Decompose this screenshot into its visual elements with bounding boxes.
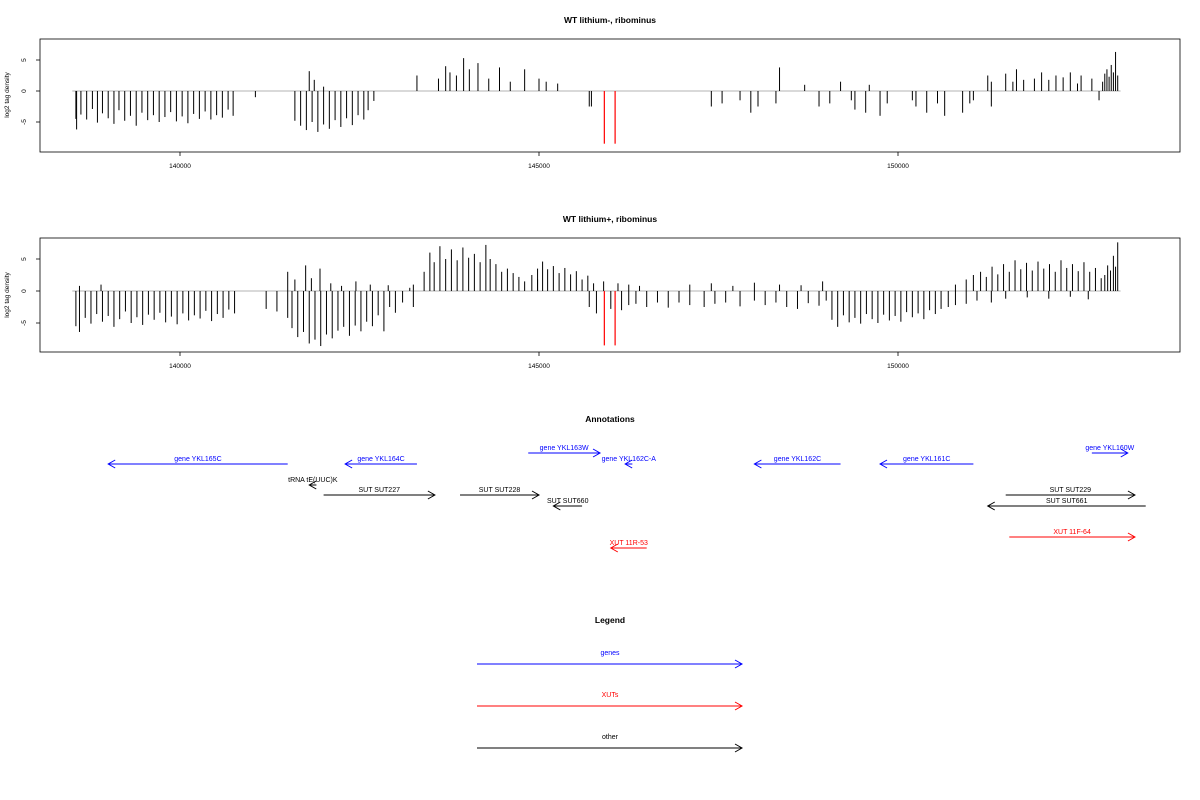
feature-label: XUT 11R-53: [610, 540, 648, 547]
feature-annotation: gene YKL162C: [753, 456, 841, 469]
legend-item: XUTs: [477, 692, 744, 711]
feature-label: gene YKL162C: [774, 456, 821, 463]
feature-arrowhead: [753, 459, 762, 469]
y-tick-label: 0: [21, 89, 28, 93]
feature-arrowhead: [879, 459, 888, 469]
feature-arrowhead: [1127, 490, 1136, 500]
legend-label: other: [602, 734, 619, 741]
legend-title: Legend: [595, 615, 625, 625]
feature-arrowhead: [624, 459, 633, 469]
legend-items: genes XUTs other: [477, 650, 744, 753]
feature-label: gene YKL165C: [174, 456, 221, 463]
annotations-track: Annotations gene YKL165C gene YKL164Cgene…: [107, 414, 1146, 553]
feature-arrowhead: [107, 459, 116, 469]
feature-label: gene YKL161C: [903, 456, 950, 463]
annotations-title: Annotations: [585, 414, 635, 424]
feature-arrowhead: [552, 501, 561, 511]
panel-lithium-minus: WT lithium-, ribominus log2 tag density …: [4, 15, 1181, 170]
feature-arrowhead: [986, 501, 995, 511]
feature-label: SUT SUT661: [1046, 498, 1088, 505]
plot-frame: [39, 237, 1181, 353]
feature-arrowhead: [308, 480, 317, 490]
y-tick-label: -5: [21, 320, 28, 326]
feature-annotation: XUT 11F-64: [1009, 529, 1136, 542]
feature-arrowhead: [427, 490, 436, 500]
feature-arrowhead: [1120, 448, 1129, 458]
feature-annotation: gene YKL161C: [879, 456, 974, 469]
feature-label: SUT SUT228: [479, 487, 521, 494]
feature-arrowhead: [1127, 532, 1136, 542]
feature-annotation: SUT SUT228: [460, 487, 541, 500]
feature-arrowhead: [592, 448, 602, 458]
feature-arrowhead: [344, 459, 353, 469]
x-tick-label: 140000: [169, 163, 191, 170]
feature-label: tRNA tE(UUC)K: [288, 477, 338, 484]
feature-label: XUT 11F-64: [1053, 529, 1091, 536]
feature-annotation: SUT SUT661: [986, 498, 1146, 511]
feature-annotation: XUT 11R-53: [609, 540, 648, 553]
y-axis-label: log2 tag density: [4, 71, 11, 117]
x-tick-label: 145000: [528, 163, 550, 170]
legend-arrowhead: [734, 743, 744, 753]
y-tick-label: -5: [21, 119, 28, 125]
x-tick-label: 150000: [887, 163, 909, 170]
feature-arrowhead: [531, 490, 541, 500]
legend-label: genes: [600, 650, 620, 657]
x-tick-label: 140000: [169, 363, 191, 370]
feature-label: gene YKL163W: [540, 445, 589, 452]
x-tick-label: 150000: [887, 363, 909, 370]
legend: Legend genes XUTs other: [477, 615, 744, 753]
y-tick-label: 5: [21, 257, 28, 261]
y-tick-label: 0: [21, 289, 28, 293]
feature-label: SUT SUT227: [358, 487, 400, 494]
feature-label: SUT SUT660: [547, 498, 589, 505]
legend-item: genes: [477, 650, 744, 669]
feature-annotation: SUT SUT227: [323, 487, 436, 500]
feature-label: gene YKL164C: [357, 456, 404, 463]
axes: 140000 145000 150000 -5 0 5: [21, 257, 909, 370]
feature-annotation: SUT SUT229: [1005, 487, 1136, 500]
axes: 140000 145000 150000 -5 0 5: [21, 58, 909, 170]
feature-annotation: SUT SUT660: [547, 498, 589, 511]
legend-arrowhead: [734, 659, 744, 669]
feature-annotation: gene YKL160W: [1085, 445, 1135, 458]
feature-arrowhead: [609, 543, 619, 553]
feature-annotation: gene YKL163W: [528, 445, 602, 458]
legend-arrowhead: [734, 701, 744, 711]
legend-item: other: [477, 734, 744, 753]
panel-lithium-plus: WT lithium+, ribominus log2 tag density …: [4, 214, 1181, 370]
feature-annotation: gene YKL162C-A: [602, 456, 657, 469]
feature-annotation: gene YKL165C: [107, 456, 288, 469]
feature-arrows: gene YKL165C gene YKL164C gene YKL163W gene…: [107, 445, 1146, 553]
panel-title: WT lithium-, ribominus: [564, 15, 656, 25]
y-axis-label: log2 tag density: [4, 271, 11, 317]
x-tick-label: 145000: [528, 363, 550, 370]
feature-label: gene YKL162C-A: [602, 456, 657, 463]
data-marks: [72, 51, 1121, 144]
y-tick-label: 5: [21, 58, 28, 62]
legend-label: XUTs: [602, 692, 619, 699]
feature-annotation: gene YKL164C: [344, 456, 417, 469]
feature-label: gene YKL160W: [1085, 445, 1134, 452]
data-marks: [72, 242, 1121, 347]
plot-frame: [39, 38, 1181, 153]
panel-title: WT lithium+, ribominus: [563, 214, 657, 224]
feature-annotation: tRNA tE(UUC)K: [288, 477, 338, 490]
feature-label: SUT SUT229: [1050, 487, 1092, 494]
